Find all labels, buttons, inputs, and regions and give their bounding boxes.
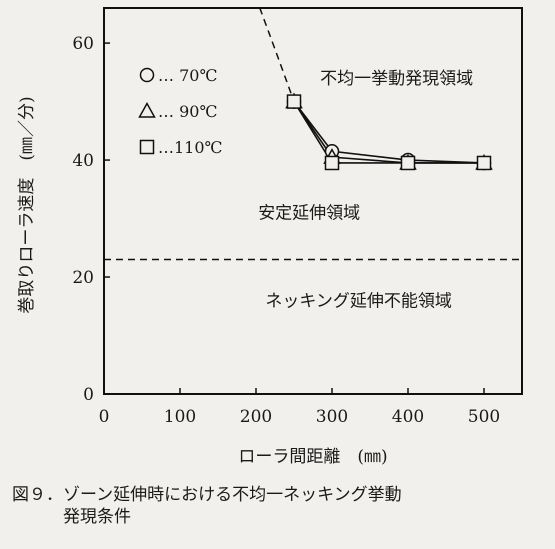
x-tick-label: 0 — [99, 407, 110, 427]
y-axis-label: 巻取りローラ速度 (㎜／分) — [17, 96, 37, 313]
x-tick-label: 100 — [164, 407, 196, 427]
x-tick-label: 300 — [316, 407, 348, 427]
legend: … 70℃ … 90℃ …110℃ — [138, 66, 222, 157]
legend-marker-triangle — [138, 101, 156, 118]
plot-frame — [103, 7, 523, 395]
series-line-circle — [293, 101, 485, 164]
x-tick-label: 400 — [392, 407, 424, 427]
data-point-square — [286, 94, 302, 109]
legend-marker-circle — [139, 67, 155, 83]
series-lines — [104, 7, 522, 261]
data-point-square — [400, 155, 416, 171]
y-tick-label: 40 — [72, 151, 94, 171]
boundary-curve — [259, 7, 295, 102]
region-label: 安定延伸領域 — [258, 204, 360, 224]
legend-label: … 90℃ — [158, 102, 217, 121]
caption-line-2: 発現条件 — [12, 507, 131, 527]
legend-label: … 70℃ — [158, 66, 217, 85]
series-markers — [285, 92, 493, 171]
x-tick-label: 500 — [468, 407, 500, 427]
legend-marker-square — [139, 139, 155, 155]
x-axis-label: ローラ間距離 (㎜) — [238, 447, 387, 467]
series-line-triangle — [293, 101, 484, 164]
region-label: ネッキング延伸不能領域 — [265, 291, 452, 311]
data-point-square — [324, 155, 340, 171]
data-point-square — [476, 155, 492, 171]
y-tick-label: 20 — [72, 268, 94, 288]
legend-label: …110℃ — [158, 138, 222, 157]
x-tick-label: 200 — [240, 407, 272, 427]
ticks-group: 0 100 200 300 400 500 0 20 40 60 — [72, 34, 500, 427]
y-tick-label: 60 — [72, 34, 94, 54]
y-tick-label: 0 — [83, 385, 94, 405]
series-line-square — [293, 101, 484, 164]
region-label: 不均一挙動発現領域 — [320, 69, 473, 89]
caption-line-1: 図９．ゾーン延伸時における不均一ネッキング挙動 — [12, 485, 402, 505]
